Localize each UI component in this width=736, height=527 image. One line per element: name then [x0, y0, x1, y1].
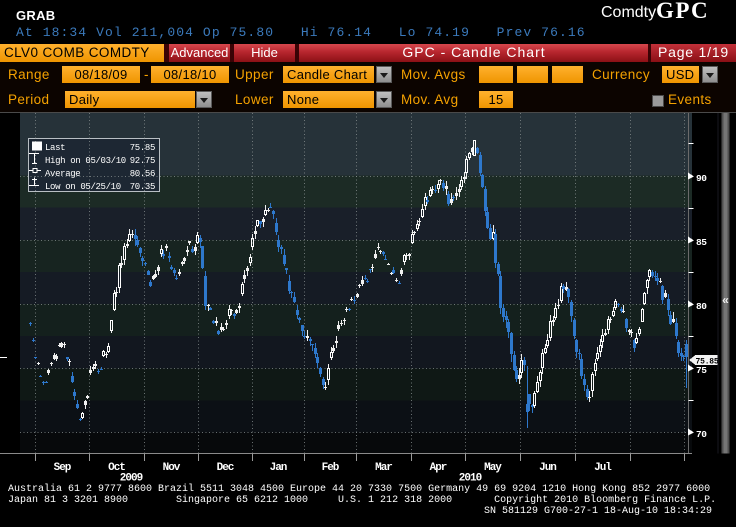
svg-text:Dec: Dec: [217, 462, 234, 474]
svg-text:Average: Average: [45, 169, 80, 179]
svg-text:Mar: Mar: [375, 462, 392, 474]
svg-text:Apr: Apr: [430, 462, 447, 474]
svg-text:Jul: Jul: [594, 462, 612, 474]
svg-text:85: 85: [696, 237, 707, 248]
svg-text:75.85: 75.85: [130, 143, 155, 153]
svg-text:70.35: 70.35: [130, 182, 155, 192]
svg-text:Nov: Nov: [163, 462, 181, 474]
svg-text:92.75: 92.75: [130, 156, 155, 166]
svg-text:«: «: [722, 293, 729, 307]
svg-text:2009: 2009: [120, 473, 143, 485]
svg-text:Low on 05/25/10: Low on 05/25/10: [45, 182, 121, 192]
svg-text:70: 70: [696, 429, 707, 440]
svg-text:2010: 2010: [459, 473, 482, 485]
svg-text:May: May: [484, 462, 502, 474]
svg-text:90: 90: [696, 173, 707, 184]
svg-text:80: 80: [696, 301, 707, 312]
svg-text:Last: Last: [45, 143, 65, 153]
svg-text:80.56: 80.56: [130, 169, 155, 179]
svg-text:High on 05/03/10: High on 05/03/10: [45, 156, 126, 166]
svg-text:Jun: Jun: [539, 462, 556, 474]
svg-text:75.85: 75.85: [696, 358, 719, 367]
svg-text:Sep: Sep: [54, 462, 72, 474]
svg-text:Oct: Oct: [108, 462, 125, 474]
svg-text:75: 75: [696, 365, 707, 376]
svg-text:Jan: Jan: [270, 462, 287, 474]
svg-text:Feb: Feb: [322, 462, 340, 474]
